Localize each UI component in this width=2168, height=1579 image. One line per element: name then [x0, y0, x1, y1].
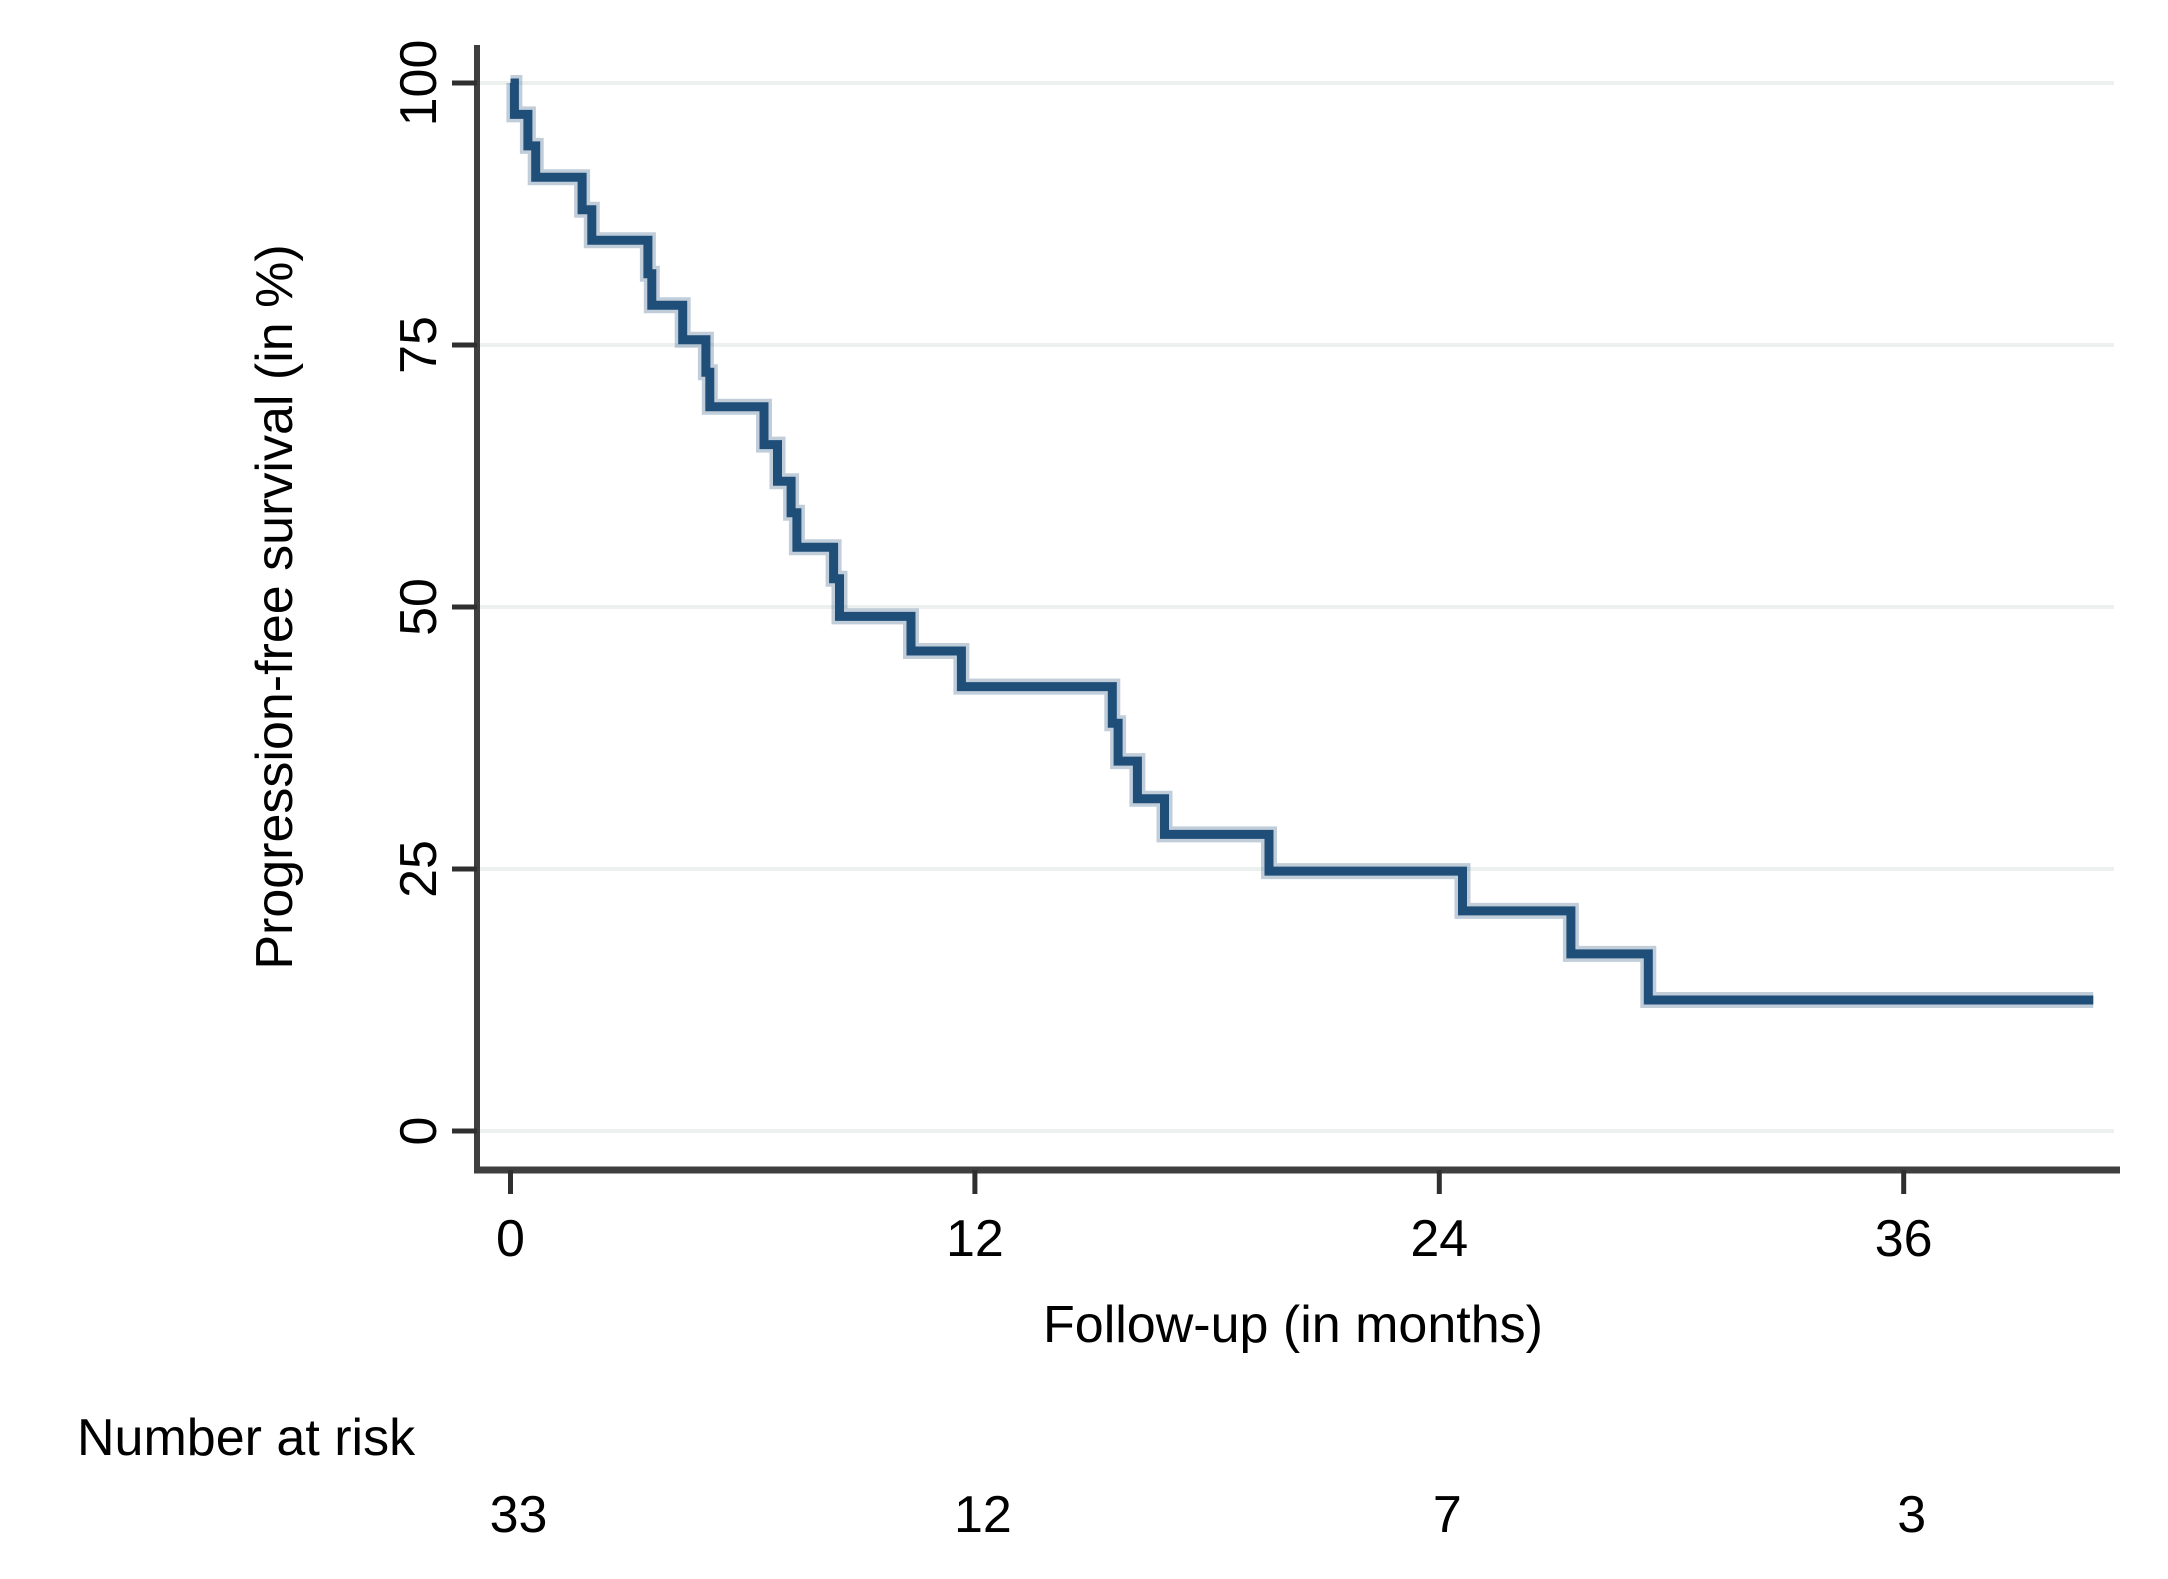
risk-count-12: 12 [954, 1486, 1012, 1544]
survival-curve-group [506, 75, 2094, 1008]
y-tick-label-0: 0 [390, 1117, 448, 1146]
x-tick-label-36: 36 [1875, 1210, 1933, 1268]
km-curve-halo [506, 75, 2094, 1008]
risk-count-36: 3 [1897, 1486, 1926, 1544]
number-at-risk-label: Number at risk [77, 1409, 416, 1467]
x-tick-label-12: 12 [946, 1210, 1004, 1268]
y-axis-title: Progression-free survival (in %) [246, 244, 304, 969]
x-tick-label-0: 0 [496, 1210, 525, 1268]
y-tick-label-75: 75 [390, 316, 448, 374]
y-tick-label-25: 25 [390, 840, 448, 898]
x-axis-ticks [508, 1170, 1907, 1194]
y-tick-label-50: 50 [390, 578, 448, 636]
y-tick-label-100: 100 [390, 40, 448, 127]
x-axis-title: Follow-up (in months) [1043, 1296, 1543, 1354]
x-axis-tick-labels: 0 12 24 36 [496, 1210, 1933, 1268]
risk-count-24: 7 [1433, 1486, 1462, 1544]
number-at-risk-row: 33 12 7 3 [490, 1486, 1927, 1544]
y-axis-tick-labels: 100 75 50 25 0 [390, 40, 448, 1146]
km-curve [509, 78, 2094, 1005]
risk-count-0: 33 [490, 1486, 548, 1544]
horizontal-gridlines [479, 81, 2114, 1133]
y-axis-ticks [452, 80, 477, 1134]
x-tick-label-24: 24 [1410, 1210, 1468, 1268]
